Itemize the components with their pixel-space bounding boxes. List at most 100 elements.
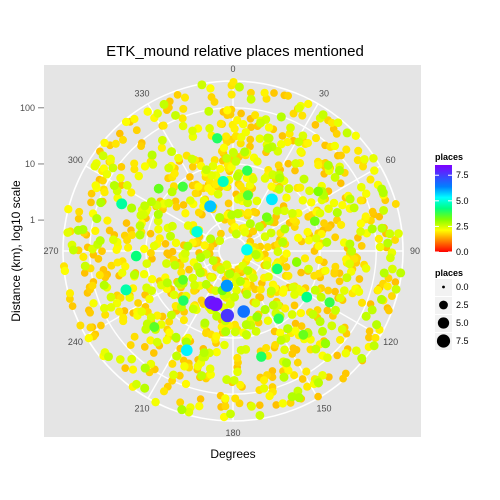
scatter-point [290, 290, 299, 299]
scatter-point [356, 219, 365, 228]
scatter-point [212, 133, 223, 144]
scatter-point [116, 173, 125, 183]
scatter-point [96, 197, 106, 208]
scatter-point [227, 210, 237, 220]
scatter-point [170, 169, 179, 178]
scatter-point [130, 159, 139, 168]
scatter-point [162, 335, 172, 345]
scatter-point [147, 275, 157, 284]
scatter-point [216, 164, 225, 173]
scatter-point [180, 362, 189, 371]
scatter-point [180, 344, 193, 357]
scatter-point [230, 327, 240, 337]
scatter-point [187, 154, 197, 164]
scatter-point [63, 228, 73, 237]
r-tick-label: 10 [25, 159, 35, 169]
scatter-point [242, 289, 252, 299]
scatter-point [345, 239, 355, 249]
scatter-point [123, 236, 132, 245]
scatter-point [266, 193, 278, 206]
scatter-point [121, 262, 130, 271]
scatter-point [252, 312, 262, 322]
scatter-point [385, 306, 393, 315]
size-legend-symbol [437, 317, 450, 329]
scatter-point [282, 193, 291, 202]
theta-tick-label: 240 [68, 337, 83, 347]
scatter-point [297, 322, 306, 330]
scatter-point [323, 353, 332, 363]
theta-tick-label: 210 [134, 404, 149, 414]
scatter-point [220, 279, 234, 292]
scatter-point [134, 299, 143, 307]
scatter-point [378, 188, 388, 198]
scatter-point [280, 345, 289, 355]
scatter-point [216, 119, 225, 128]
scatter-point [279, 285, 288, 294]
scatter-point [136, 211, 146, 220]
scatter-point [170, 260, 180, 270]
scatter-point [391, 284, 401, 294]
scatter-point [307, 198, 316, 207]
scatter-point [194, 182, 203, 191]
scatter-point [260, 88, 269, 97]
size-legend: places 0.0 2.5 5.0 7.5 [435, 268, 469, 350]
theta-tick-label: 180 [225, 428, 240, 438]
size-legend-symbol [439, 300, 448, 310]
scatter-point [240, 227, 250, 237]
scatter-point [289, 344, 298, 353]
scatter-point [372, 320, 382, 330]
scatter-point [305, 186, 314, 196]
scatter-point [253, 157, 262, 166]
scatter-point [336, 293, 345, 303]
scatter-point [137, 142, 146, 151]
scatter-point [367, 224, 377, 234]
scatter-point [329, 198, 339, 208]
scatter-point [336, 179, 345, 188]
scatter-point [188, 273, 198, 283]
scatter-point [91, 226, 100, 236]
scatter-point [260, 305, 270, 315]
scatter-point [183, 241, 193, 251]
scatter-point [330, 172, 340, 182]
scatter-point [229, 77, 238, 87]
scatter-point [65, 295, 74, 303]
scatter-point [301, 291, 313, 303]
scatter-point [220, 340, 229, 350]
scatter-point [227, 90, 236, 99]
scatter-point [127, 203, 137, 213]
scatter-point [337, 324, 347, 334]
scatter-point [263, 133, 273, 143]
scatter-point [210, 97, 219, 106]
scatter-point [135, 221, 145, 231]
scatter-point [149, 349, 158, 357]
scatter-point [289, 109, 298, 118]
scatter-point [208, 297, 223, 312]
scatter-point [337, 151, 345, 160]
scatter-point [146, 229, 155, 238]
scatter-point [99, 303, 109, 313]
scatter-point [98, 247, 106, 256]
scatter-point [161, 239, 170, 248]
scatter-point [284, 366, 293, 375]
scatter-point [272, 401, 281, 409]
scatter-point [159, 99, 169, 109]
scatter-point [128, 231, 136, 239]
scatter-point [201, 165, 211, 175]
scatter-point [314, 269, 324, 278]
scatter-point [139, 269, 149, 279]
scatter-point [168, 359, 177, 368]
scatter-point [64, 205, 73, 214]
scatter-point [149, 241, 159, 251]
scatter-point [233, 353, 242, 362]
scatter-point [354, 146, 363, 155]
scatter-point [98, 176, 107, 185]
scatter-point [255, 410, 265, 420]
scatter-point [188, 162, 197, 171]
scatter-point [367, 305, 377, 315]
scatter-point [178, 121, 188, 131]
scatter-point [87, 189, 96, 198]
scatter-point [221, 394, 230, 403]
scatter-point [304, 236, 314, 245]
scatter-point [270, 89, 278, 97]
scatter-point [351, 131, 360, 140]
